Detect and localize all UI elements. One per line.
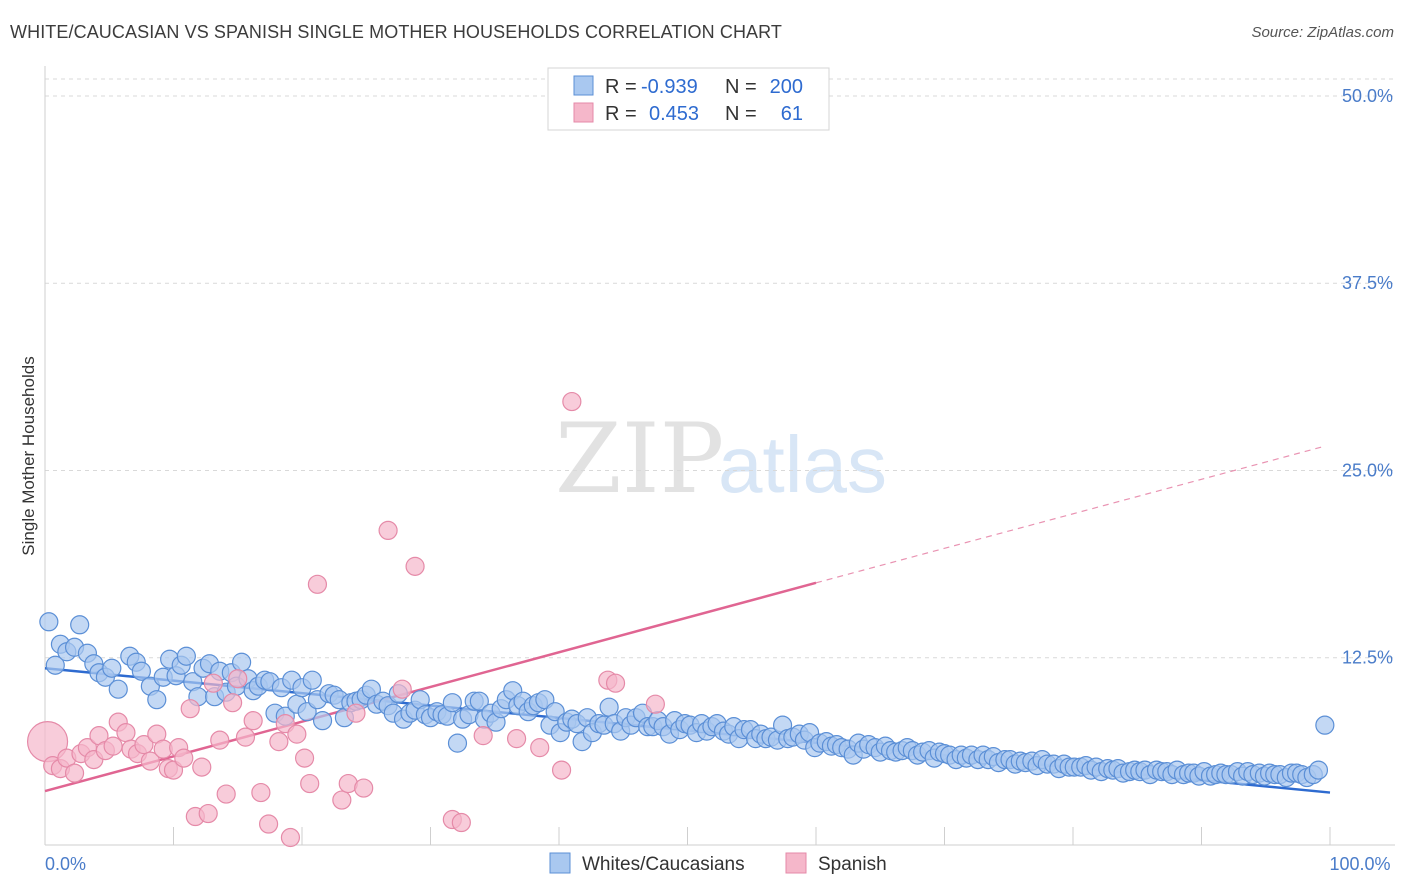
spanish-point (473, 726, 493, 746)
white-point (131, 661, 151, 681)
spanish-point (551, 760, 572, 780)
chart-source: Source: ZipAtlas.com (1251, 24, 1394, 41)
white-point (70, 615, 90, 635)
spanish-point (216, 784, 236, 804)
white-point (312, 711, 333, 731)
tick-labels: 12.5% 25.0% 37.5% 50.0% 0.0% 100.0% (45, 86, 1393, 874)
bottom-legend-swatch-blue (549, 852, 571, 874)
spanish-point (180, 699, 200, 719)
watermark-zip: ZIP (555, 403, 724, 515)
spanish-point (451, 812, 471, 833)
spanish-point (103, 736, 123, 756)
legend-n-value-1: 200 (770, 76, 803, 98)
spanish-point (332, 790, 352, 810)
white-point (1308, 760, 1329, 780)
spanish-point (354, 778, 374, 798)
white-point (1315, 715, 1335, 735)
white-point (302, 670, 322, 690)
white-point (108, 679, 128, 699)
trend-line-spanish-extrapolated (815, 445, 1324, 584)
bottom-legend-label-pink: Spanish (818, 854, 887, 875)
x-tick-label-0: 0.0% (45, 854, 86, 874)
white-point (39, 612, 59, 632)
watermark-atlas: atlas (718, 420, 887, 509)
spanish-point (134, 735, 154, 755)
axes (44, 66, 1395, 846)
bottom-legend: Whites/Caucasians Spanish (549, 852, 887, 875)
spanish-point (174, 748, 194, 768)
chart-title: WHITE/CAUCASIAN VS SPANISH SINGLE MOTHER… (10, 22, 783, 42)
spanish-point (210, 730, 230, 750)
spanish-point (243, 711, 263, 731)
spanish-point (203, 673, 223, 693)
spanish-point (307, 574, 328, 594)
white-point (102, 658, 122, 678)
white-point (176, 646, 196, 666)
legend-swatch-pink (573, 102, 594, 123)
white-point (442, 693, 462, 713)
spanish-point (392, 679, 412, 699)
trend-line-spanish (44, 581, 817, 793)
legend-swatch-blue (573, 75, 594, 96)
y-tick-label-3: 50.0% (1342, 86, 1393, 106)
white-point (469, 691, 489, 711)
spanish-point (198, 803, 218, 824)
legend-n-label-1: N = (725, 76, 757, 98)
white-point (447, 733, 468, 753)
y-tick-label-2: 37.5% (1342, 273, 1393, 293)
spanish-point (269, 732, 289, 752)
gridlines (45, 78, 1395, 659)
spanish-point (235, 727, 256, 747)
white-point (599, 697, 619, 717)
legend-r-label-2: R = (605, 103, 637, 125)
watermark: ZIP atlas (555, 403, 887, 515)
spanish-point (116, 723, 136, 743)
spanish-point (300, 773, 320, 794)
spanish-point (140, 751, 160, 771)
spanish-point (192, 757, 212, 777)
spanish-point (258, 814, 279, 834)
spanish-point (645, 694, 665, 714)
spanish-point (605, 673, 626, 693)
white-point (232, 652, 252, 672)
legend-r-value-2: 0.453 (649, 103, 699, 125)
y-axis-label: Single Mother Households (19, 356, 38, 555)
spanish-point (223, 693, 243, 713)
legend: R = -0.939 N = 200 R = 0.453 N = 61 (547, 67, 830, 131)
bottom-legend-label-blue: Whites/Caucasians (582, 854, 745, 875)
x-tick-label-1: 100.0% (1329, 854, 1390, 874)
spanish-point (405, 556, 425, 576)
legend-n-label-2: N = (725, 103, 757, 125)
bottom-legend-swatch-pink (785, 852, 807, 874)
spanish-point (287, 724, 307, 744)
legend-r-label-1: R = (605, 76, 637, 98)
spanish-point (562, 391, 582, 412)
spanish-point (294, 748, 315, 768)
legend-r-value-1: -0.939 (641, 76, 698, 98)
spanish-point (64, 763, 85, 783)
spanish-point (228, 669, 248, 689)
spanish-point (280, 827, 301, 848)
data-points (26, 96, 1335, 848)
legend-n-value-2: 61 (781, 103, 803, 125)
white-point (45, 655, 65, 675)
spanish-point (346, 703, 366, 723)
y-tick-label-1: 25.0% (1342, 460, 1393, 480)
y-tick-label-0: 12.5% (1342, 648, 1393, 668)
legend-box (547, 67, 830, 131)
white-point (147, 690, 167, 710)
spanish-point (506, 729, 527, 749)
spanish-point (251, 782, 271, 803)
spanish-point (530, 738, 550, 758)
spanish-point (378, 520, 398, 541)
